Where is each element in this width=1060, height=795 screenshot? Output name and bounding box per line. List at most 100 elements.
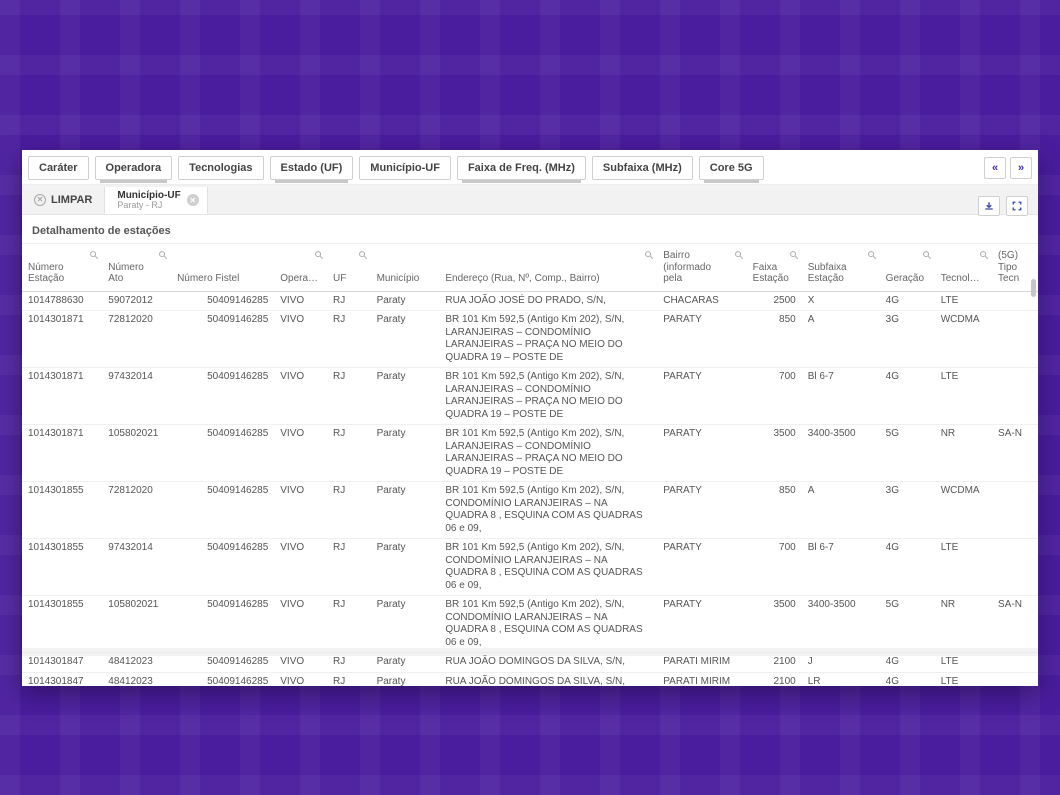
col-header-bairro[interactable]: Bairro (informado pela — [657, 244, 746, 292]
cell-opera: VIVO — [274, 482, 327, 539]
clear-filters-button[interactable]: ✕ LIMPAR — [22, 185, 104, 214]
cell-subfaixa: A — [802, 311, 880, 368]
col-header-label: Município — [377, 273, 436, 285]
col-header-ger[interactable]: Geração — [880, 244, 935, 292]
filter-tab-operadora[interactable]: Operadora — [95, 156, 173, 180]
search-icon[interactable] — [789, 250, 799, 260]
table-row[interactable]: 101430187110580202150409146285VIVORJPara… — [22, 425, 1038, 482]
cell-faixa: 2100 — [747, 672, 802, 686]
dashboard-panel: CaráterOperadoraTecnologiasEstado (UF)Mu… — [22, 150, 1038, 686]
cell-ato: 105802021 — [102, 596, 171, 653]
cell-bairro: PARATY — [657, 425, 746, 482]
cell-faixa: 700 — [747, 539, 802, 596]
cell-ger: 5G — [880, 596, 935, 653]
col-header-subfaixa[interactable]: Subfaixa Estação — [802, 244, 880, 292]
cell-ato: 97432014 — [102, 368, 171, 425]
cell-tipo5g: SA-N — [992, 596, 1038, 653]
col-header-opera[interactable]: Opera… — [274, 244, 327, 292]
cell-bairro: PARATI MIRIM — [657, 672, 746, 686]
cell-mun: Paraty — [371, 539, 440, 596]
col-header-label: Número Fistel — [177, 273, 270, 285]
table-row[interactable]: 10143018717281202050409146285VIVORJParat… — [22, 311, 1038, 368]
cell-tecnol: NR — [935, 596, 992, 653]
search-icon[interactable] — [158, 250, 168, 260]
table-row[interactable]: 10143018559743201450409146285VIVORJParat… — [22, 539, 1038, 596]
cell-tecnol: NR — [935, 425, 992, 482]
cell-fistel: 50409146285 — [171, 425, 274, 482]
col-header-uf[interactable]: UF — [327, 244, 371, 292]
remove-filter-icon[interactable]: ✕ — [187, 194, 199, 206]
search-icon[interactable] — [979, 250, 989, 260]
cell-faixa: 2500 — [747, 291, 802, 311]
col-header-label: Número Ato — [108, 262, 167, 285]
col-header-tecnol[interactable]: Tecnol… — [935, 244, 992, 292]
cell-bairro: PARATY — [657, 368, 746, 425]
col-header-label: Endereço (Rua, Nº, Comp., Bairro) — [445, 273, 653, 285]
search-icon[interactable] — [734, 250, 744, 260]
filter-prev-button[interactable]: « — [984, 157, 1006, 179]
search-icon[interactable] — [89, 250, 99, 260]
cell-end: BR 101 Km 592,5 (Antigo Km 202), S/N, LA… — [439, 368, 657, 425]
table-action-buttons — [978, 196, 1028, 216]
cell-faixa: 3500 — [747, 596, 802, 653]
vertical-scrollbar[interactable] — [1031, 279, 1036, 297]
table-row[interactable]: 10143018474841202350409146285VIVORJParat… — [22, 672, 1038, 686]
cell-uf: RJ — [327, 672, 371, 686]
filter-tab-estado-uf-[interactable]: Estado (UF) — [270, 156, 354, 180]
cell-uf: RJ — [327, 482, 371, 539]
cell-fistel: 50409146285 — [171, 539, 274, 596]
cell-subfaixa: Bl 6-7 — [802, 368, 880, 425]
cell-bairro: CHACARAS — [657, 291, 746, 311]
filter-tab-munic-pio-uf[interactable]: Município-UF — [359, 156, 451, 180]
search-icon[interactable] — [922, 250, 932, 260]
cell-subfaixa: 3400-3500 — [802, 425, 880, 482]
download-icon — [983, 200, 995, 212]
cell-ato: 59072012 — [102, 291, 171, 311]
search-icon[interactable] — [314, 250, 324, 260]
stations-table-wrap: Número Estação Número Ato Número Fistel Ope… — [22, 243, 1038, 686]
cell-mun: Paraty — [371, 482, 440, 539]
cell-ato: 72812020 — [102, 311, 171, 368]
clear-label: LIMPAR — [51, 194, 92, 206]
col-header-estacao[interactable]: Número Estação — [22, 244, 102, 292]
filter-tab-tecnologias[interactable]: Tecnologias — [178, 156, 263, 180]
cell-uf: RJ — [327, 311, 371, 368]
col-header-label: Faixa Estação — [753, 262, 798, 285]
col-header-ato[interactable]: Número Ato — [102, 244, 171, 292]
col-header-label: Subfaixa Estação — [808, 262, 876, 285]
col-header-fistel[interactable]: Número Fistel — [171, 244, 274, 292]
filter-tab-core-5g[interactable]: Core 5G — [699, 156, 764, 180]
filter-tab-car-ter[interactable]: Caráter — [28, 156, 89, 180]
cell-opera: VIVO — [274, 425, 327, 482]
cell-opera: VIVO — [274, 539, 327, 596]
cell-tecnol: WCDMA — [935, 311, 992, 368]
cell-estacao: 1014301855 — [22, 482, 102, 539]
search-icon[interactable] — [644, 250, 654, 260]
cell-uf: RJ — [327, 291, 371, 311]
cell-tipo5g: SA-N — [992, 425, 1038, 482]
search-icon[interactable] — [867, 250, 877, 260]
table-body: 10147886305907201250409146285VIVORJParat… — [22, 291, 1038, 686]
filter-next-button[interactable]: » — [1010, 157, 1032, 179]
cell-subfaixa: A — [802, 482, 880, 539]
table-row[interactable]: 10147886305907201250409146285VIVORJParat… — [22, 291, 1038, 311]
search-icon[interactable] — [358, 250, 368, 260]
col-header-label: Tecnol… — [941, 273, 988, 285]
table-row[interactable]: 101430185510580202150409146285VIVORJPara… — [22, 596, 1038, 653]
cell-bairro: PARATY — [657, 482, 746, 539]
col-header-end[interactable]: Endereço (Rua, Nº, Comp., Bairro) — [439, 244, 657, 292]
cell-estacao: 1014301871 — [22, 368, 102, 425]
horizontal-scrollbar[interactable] — [22, 648, 1038, 656]
cell-opera: VIVO — [274, 596, 327, 653]
cell-subfaixa: 3400-3500 — [802, 596, 880, 653]
filter-tab-subfaixa-mhz-[interactable]: Subfaixa (MHz) — [592, 156, 693, 180]
expand-button[interactable] — [1006, 196, 1028, 216]
export-button[interactable] — [978, 196, 1000, 216]
table-row[interactable]: 10143018557281202050409146285VIVORJParat… — [22, 482, 1038, 539]
active-filter-chip[interactable]: Município-UF Paraty - RJ ✕ — [104, 187, 207, 214]
filter-tab-faixa-de-freq-mhz-[interactable]: Faixa de Freq. (MHz) — [457, 156, 586, 180]
table-row[interactable]: 10143018719743201450409146285VIVORJParat… — [22, 368, 1038, 425]
col-header-faixa[interactable]: Faixa Estação — [747, 244, 802, 292]
cell-end: RUA JOÃO DOMINGOS DA SILVA, S/N, — [439, 672, 657, 686]
col-header-mun[interactable]: Município — [371, 244, 440, 292]
